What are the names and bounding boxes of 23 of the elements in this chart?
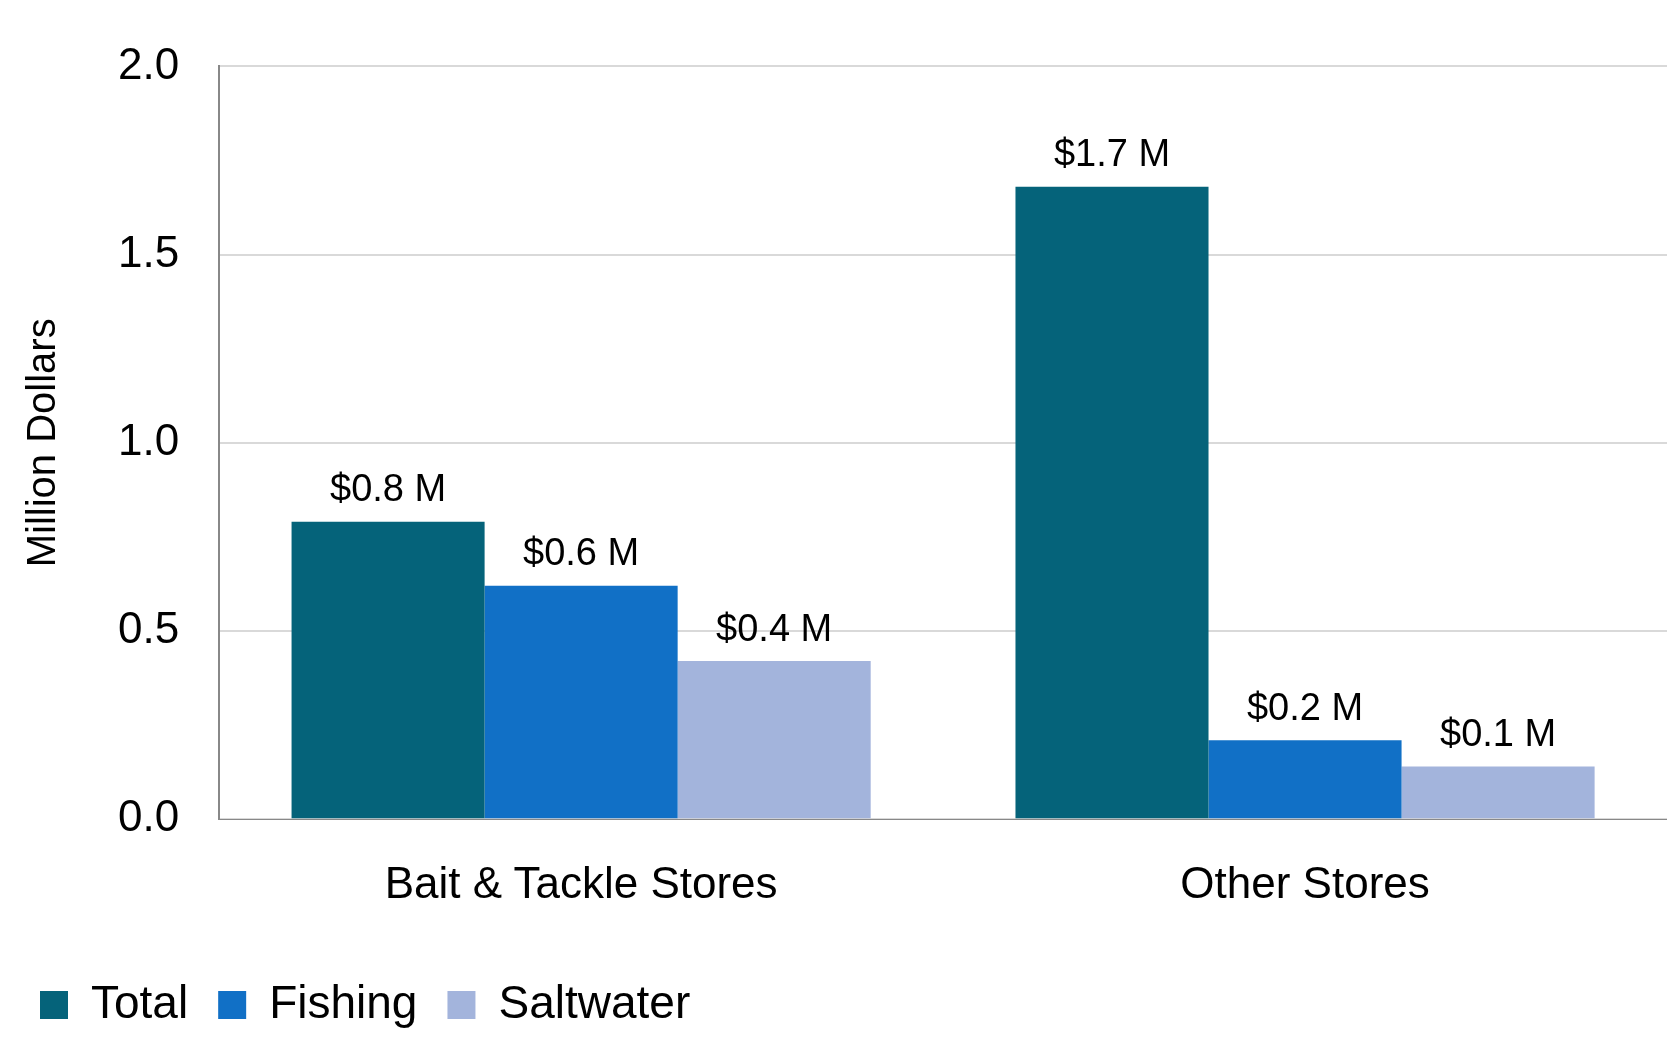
y-axis-title: Million Dollars xyxy=(19,318,64,568)
data-label: $0.2 M xyxy=(1246,685,1364,728)
legend-label: Total xyxy=(91,975,189,1028)
legend-label: Fishing xyxy=(269,975,418,1028)
data-label: $0.4 M xyxy=(716,606,833,649)
bar xyxy=(1015,186,1209,819)
data-label: $0.1 M xyxy=(1440,711,1557,754)
x-tick-label: Other Stores xyxy=(1180,857,1430,907)
bar xyxy=(1208,740,1402,819)
data-label: $0.8 M xyxy=(329,467,447,510)
y-tick-label: 2.0 xyxy=(117,38,180,88)
bar xyxy=(677,661,871,819)
y-tick-label: 0.0 xyxy=(117,791,180,841)
legend-label: Saltwater xyxy=(498,975,691,1028)
y-tick-label: 1.0 xyxy=(117,414,180,464)
bar xyxy=(291,521,485,819)
bar xyxy=(484,585,678,819)
y-tick-label: 0.5 xyxy=(117,603,180,653)
data-label: $0.6 M xyxy=(523,531,640,574)
data-label: $1.7 M xyxy=(1053,132,1171,175)
x-tick-label: Bait & Tackle Stores xyxy=(384,857,778,907)
bar xyxy=(1401,766,1595,819)
y-tick-label: 1.5 xyxy=(117,226,180,276)
